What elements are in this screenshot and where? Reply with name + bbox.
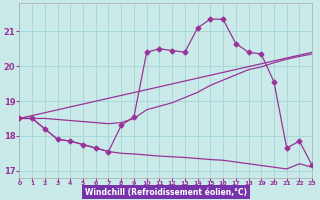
X-axis label: Windchill (Refroidissement éolien,°C): Windchill (Refroidissement éolien,°C) — [85, 188, 247, 197]
